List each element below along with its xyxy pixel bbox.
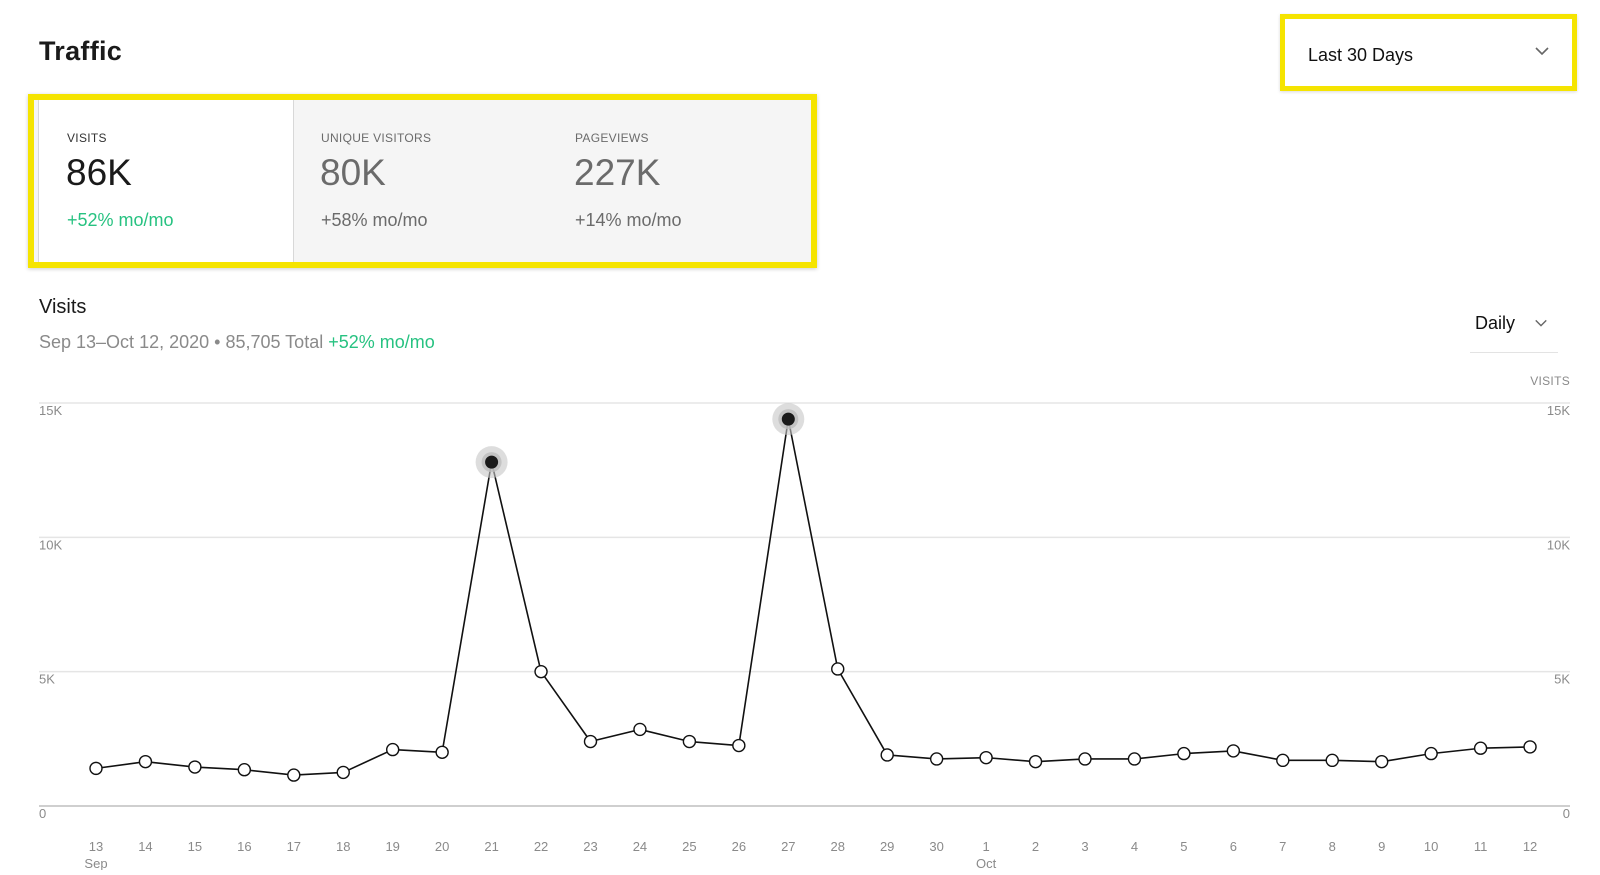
chart-total: 85,705 Total — [225, 332, 324, 352]
data-point — [188, 760, 202, 774]
x-tick-label: 20 — [435, 839, 449, 854]
chart-summary: Sep 13–Oct 12, 2020 • 85,705 Total +52% … — [39, 332, 435, 353]
x-tick-label: 27 — [781, 839, 795, 854]
data-point — [1473, 741, 1488, 755]
y-axis-title: VISITS — [1530, 374, 1570, 388]
data-point — [1523, 740, 1537, 754]
data-point — [583, 734, 598, 749]
data-point — [435, 745, 449, 759]
x-month-label: Oct — [976, 856, 997, 870]
data-point-highlighted — [781, 412, 795, 426]
x-month-label: Sep — [84, 856, 107, 870]
data-point — [880, 748, 894, 762]
x-tick-label: 13 — [89, 839, 103, 854]
data-point — [979, 750, 993, 765]
data-point — [633, 722, 647, 737]
data-point — [1424, 746, 1438, 761]
x-tick-label: 22 — [534, 839, 548, 854]
stat-card-visits[interactable]: VISITS 86K +52% mo/mo — [38, 100, 294, 262]
x-tick-label: 2 — [1032, 839, 1039, 854]
page-title: Traffic — [39, 36, 123, 66]
x-tick-label: 11 — [1474, 839, 1488, 854]
x-tick-label: 9 — [1378, 839, 1385, 854]
x-tick-label: 10 — [1424, 839, 1438, 854]
x-tick-label: 28 — [831, 839, 845, 854]
stat-change: +52% mo/mo — [67, 210, 174, 230]
chart-period: Sep 13–Oct 12, 2020 — [39, 332, 210, 352]
x-tick-label: 1 — [982, 839, 989, 854]
date-range-select[interactable]: Last 30 Days — [1280, 14, 1577, 91]
date-range-value: Last 30 Days — [1308, 45, 1414, 65]
interval-select[interactable]: Daily — [1470, 300, 1558, 353]
chart-section-title: Visits — [39, 296, 87, 318]
x-tick-label: 6 — [1230, 839, 1237, 854]
stat-value: 80K — [320, 152, 386, 193]
stat-label: PAGEVIEWS — [575, 131, 649, 145]
stat-change: +14% mo/mo — [575, 210, 682, 230]
data-point — [386, 742, 400, 757]
x-tick-label: 29 — [880, 839, 894, 854]
x-tick-label: 18 — [336, 839, 350, 854]
data-point — [1276, 753, 1290, 768]
summary-separator: • — [209, 332, 226, 352]
stat-label: VISITS — [67, 131, 107, 145]
y-tick-label-left: 5K — [39, 672, 55, 687]
data-point — [1028, 754, 1043, 769]
x-tick-label: 30 — [929, 839, 943, 854]
x-tick-label: 8 — [1329, 839, 1336, 854]
x-tick-label: 15 — [188, 839, 202, 854]
stat-card-pageviews[interactable]: PAGEVIEWS 227K +14% mo/mo — [547, 100, 801, 262]
data-point — [534, 664, 548, 679]
x-tick-label: 26 — [732, 839, 746, 854]
data-point — [682, 734, 697, 749]
chart-change: +52% mo/mo — [328, 332, 435, 352]
data-point — [237, 763, 252, 777]
x-tick-label: 19 — [385, 839, 399, 854]
stat-value: 227K — [574, 152, 661, 193]
data-point — [89, 761, 103, 776]
x-tick-label: 12 — [1523, 839, 1537, 854]
stat-card-unique-visitors[interactable]: UNIQUE VISITORS 80K +58% mo/mo — [293, 100, 547, 262]
x-tick-label: 3 — [1081, 839, 1088, 854]
x-tick-label: 17 — [287, 839, 301, 854]
x-tick-label: 7 — [1279, 839, 1286, 854]
data-point — [287, 768, 301, 782]
x-tick-label: 25 — [682, 839, 696, 854]
stat-label: UNIQUE VISITORS — [321, 131, 432, 145]
x-tick-label: 16 — [237, 839, 251, 854]
data-point — [1078, 752, 1092, 766]
chevron-down-icon — [1535, 47, 1549, 56]
interval-value: Daily — [1475, 313, 1516, 333]
data-point — [138, 754, 153, 769]
x-tick-label: 21 — [484, 839, 498, 854]
x-tick-label: 5 — [1180, 839, 1187, 854]
y-tick-label-left: 10K — [39, 537, 62, 552]
data-point-highlighted — [485, 455, 499, 469]
data-point — [831, 662, 845, 676]
y-tick-label-right: 15K — [1547, 403, 1570, 418]
y-tick-label-right: 5K — [1554, 672, 1570, 687]
x-tick-label: 23 — [583, 839, 597, 854]
y-tick-label-right: 0 — [1563, 806, 1570, 821]
chevron-down-icon — [1535, 319, 1547, 327]
data-point — [1127, 752, 1142, 766]
y-tick-label-left: 15K — [39, 403, 62, 418]
data-point — [732, 738, 746, 753]
stat-change: +58% mo/mo — [321, 210, 428, 230]
x-tick-label: 4 — [1131, 839, 1138, 854]
data-point — [929, 752, 944, 766]
x-tick-label: 24 — [633, 839, 647, 854]
data-point — [1177, 746, 1191, 761]
data-point — [1325, 753, 1339, 768]
series-line — [95, 418, 1531, 776]
stats-summary: VISITS 86K +52% mo/mo UNIQUE VISITORS 80… — [28, 94, 817, 268]
x-tick-label: 14 — [138, 839, 152, 854]
y-tick-label-left: 0 — [39, 806, 46, 821]
stat-value: 86K — [66, 152, 132, 193]
data-point — [1226, 744, 1241, 758]
data-point — [336, 765, 350, 780]
y-tick-label-right: 10K — [1547, 537, 1570, 552]
data-point — [1374, 754, 1389, 769]
